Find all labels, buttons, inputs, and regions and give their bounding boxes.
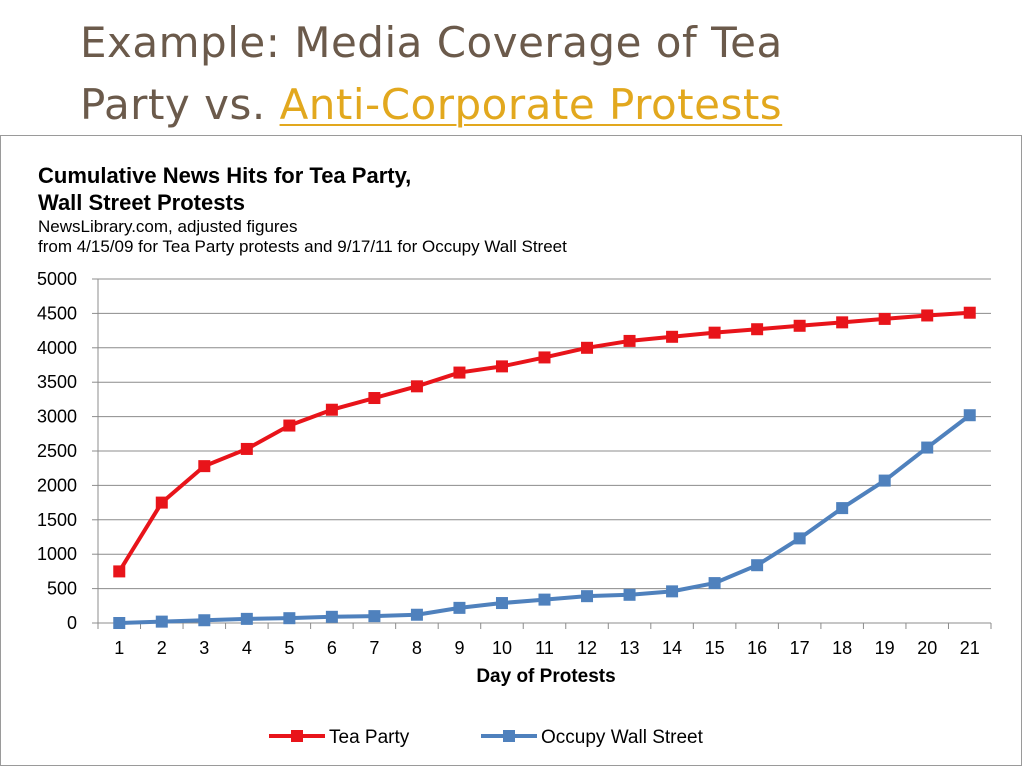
- x-tick-label: 9: [454, 638, 464, 658]
- chart-subtitle-line2: from 4/15/09 for Tea Party protests and …: [38, 237, 567, 256]
- occupy-wall-street-point: [325, 610, 338, 623]
- y-tick-label: 2500: [37, 441, 77, 461]
- tea-party-point: [495, 360, 508, 373]
- y-axis-ticks: 0 500 1000 1500 2000 2500 3000 3500 4000 4500 5000: [37, 269, 98, 633]
- tea-party-point: [666, 330, 679, 343]
- tea-party-legend-marker: [291, 730, 303, 742]
- occupy-wall-street-point: [410, 608, 423, 621]
- tea-party-point: [198, 460, 211, 473]
- occupy-wall-street-point: [283, 612, 296, 625]
- x-tick-label: 11: [535, 638, 554, 658]
- chart-subtitle-line1: NewsLibrary.com, adjusted figures: [38, 217, 298, 236]
- tea-party-point: [155, 496, 168, 509]
- x-tick-label: 6: [327, 638, 337, 658]
- occupy-wall-street-point: [495, 597, 508, 610]
- y-tick-label: 3000: [37, 407, 77, 427]
- x-tick-label: 19: [875, 638, 895, 658]
- x-tick-label: 12: [577, 638, 597, 658]
- occupy-wall-street-point: [963, 409, 976, 422]
- x-tick-label: 15: [705, 638, 725, 658]
- tea-party-point: [283, 419, 296, 432]
- anti-corporate-protests-link[interactable]: Anti-Corporate Protests: [279, 80, 783, 129]
- occupy-wall-street-point: [623, 588, 636, 601]
- tea-party-legend-label: Tea Party: [329, 727, 410, 748]
- tea-party-point: [963, 306, 976, 319]
- y-tick-label: 4000: [37, 338, 77, 358]
- chart-frame: Cumulative News Hits for Tea Party, Wall…: [0, 135, 1022, 766]
- slide-title-prefix: Party vs.: [80, 80, 280, 129]
- x-tick-label: 1: [114, 638, 124, 658]
- occupy-wall-street-point: [368, 610, 381, 623]
- occupy-wall-street-point: [155, 615, 168, 628]
- x-tick-label: 2: [157, 638, 167, 658]
- series-lines: [113, 306, 976, 629]
- x-tick-label: 3: [199, 638, 209, 658]
- chart-svg: Cumulative News Hits for Tea Party, Wall…: [37, 163, 992, 748]
- occupy-wall-street-point: [666, 585, 679, 598]
- tea-party-point: [921, 309, 934, 322]
- tea-party-point: [325, 403, 338, 416]
- occupy-wall-street-point: [836, 502, 849, 515]
- occupy-wall-street-legend-marker: [503, 730, 515, 742]
- x-tick-label: 10: [492, 638, 512, 658]
- occupy-wall-street-point: [538, 593, 551, 606]
- chart-title-line2: Wall Street Protests: [38, 190, 245, 215]
- x-tick-label: 18: [832, 638, 852, 658]
- tea-party-point: [708, 326, 721, 339]
- occupy-wall-street-point: [113, 617, 126, 629]
- x-axis-title: Day of Protests: [476, 666, 615, 687]
- occupy-wall-street-point: [240, 612, 253, 625]
- occupy-wall-street-point: [793, 532, 806, 545]
- occupy-wall-street-point: [453, 601, 466, 614]
- tea-party-point: [623, 334, 636, 347]
- gridlines: [97, 278, 991, 624]
- occupy-wall-street-point: [708, 577, 721, 590]
- tea-party-point: [793, 319, 806, 332]
- x-tick-label: 21: [960, 638, 980, 658]
- tea-party-point: [240, 442, 253, 455]
- y-tick-label: 2000: [37, 475, 77, 495]
- tea-party-point: [113, 565, 126, 578]
- tea-party-point: [878, 312, 891, 325]
- occupy-wall-street-point: [198, 614, 211, 627]
- slide-title-line2: Party vs. Anti-Corporate Protests: [80, 74, 980, 136]
- x-tick-label: 4: [242, 638, 252, 658]
- x-tick-label: 14: [662, 638, 682, 658]
- y-tick-label: 3500: [37, 372, 77, 392]
- y-tick-label: 1500: [37, 510, 77, 530]
- x-tick-label: 8: [412, 638, 422, 658]
- y-tick-label: 5000: [37, 269, 77, 289]
- tea-party-point: [368, 392, 381, 405]
- slide-title: Example: Media Coverage of Tea Party vs.…: [80, 12, 980, 136]
- x-axis-ticks: 1 2 3 4 5 6 7 8 9 10 11 12 13 14 15 16 17 18 19 20 21: [97, 623, 992, 658]
- x-tick-label: 16: [747, 638, 767, 658]
- y-tick-label: 4500: [37, 303, 77, 323]
- x-tick-label: 7: [369, 638, 379, 658]
- y-tick-label: 500: [47, 579, 77, 599]
- occupy-wall-street-legend-label: Occupy Wall Street: [541, 727, 704, 748]
- tea-party-point: [751, 323, 764, 336]
- tea-party-point: [410, 380, 423, 393]
- occupy-wall-street-point: [878, 474, 891, 487]
- tea-party-point: [836, 316, 849, 329]
- y-tick-label: 1000: [37, 544, 77, 564]
- x-tick-label: 17: [790, 638, 810, 658]
- tea-party-point: [538, 351, 551, 364]
- x-tick-label: 5: [284, 638, 294, 658]
- occupy-wall-street-point: [921, 441, 934, 454]
- slide-title-line1: Example: Media Coverage of Tea: [80, 18, 783, 67]
- occupy-wall-street-point: [751, 559, 764, 572]
- occupy-wall-street-point: [581, 590, 594, 603]
- legend: Tea Party Occupy Wall Street: [269, 727, 704, 748]
- x-tick-label: 20: [917, 638, 937, 658]
- tea-party-point: [453, 366, 466, 379]
- tea-party-point: [581, 341, 594, 354]
- chart-title-line1: Cumulative News Hits for Tea Party,: [38, 163, 411, 188]
- y-tick-label: 0: [67, 613, 77, 633]
- x-tick-label: 13: [620, 638, 640, 658]
